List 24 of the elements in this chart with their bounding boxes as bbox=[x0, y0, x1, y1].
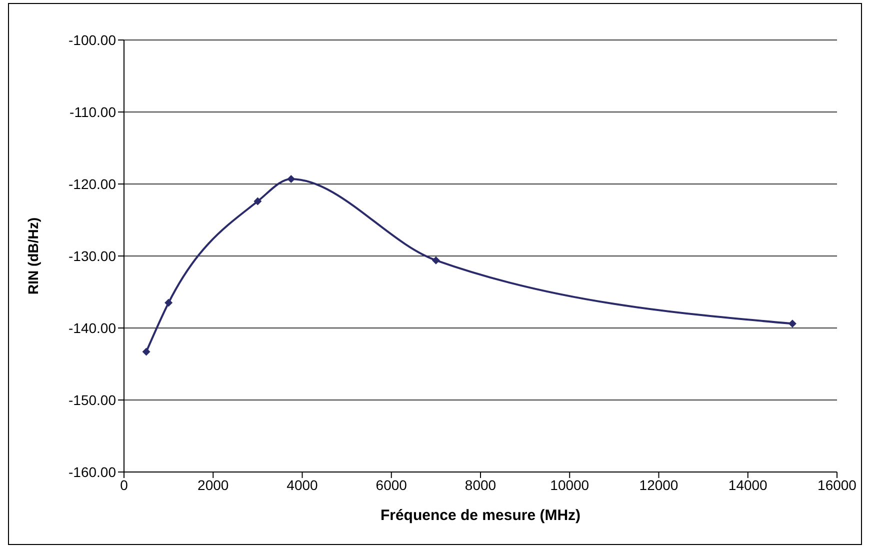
y-tick-label: -140.00 bbox=[68, 320, 116, 336]
y-tick-label: -160.00 bbox=[68, 464, 116, 480]
x-axis-title: Fréquence de mesure (MHz) bbox=[380, 507, 581, 524]
y-tick-label: -130.00 bbox=[68, 248, 116, 264]
x-tick-label: 4000 bbox=[286, 476, 318, 493]
x-tick-label: 16000 bbox=[818, 476, 857, 493]
y-tick-label: -110.00 bbox=[70, 104, 116, 120]
point bbox=[142, 348, 150, 356]
y-axis-title: RIN (dB/Hz) bbox=[24, 218, 41, 294]
point bbox=[432, 256, 440, 264]
x-tick-label: 12000 bbox=[639, 476, 678, 493]
x-tick-label: 10000 bbox=[550, 476, 590, 493]
x-tick-label: 8000 bbox=[464, 476, 496, 493]
point bbox=[164, 298, 173, 307]
x-tick-label: 6000 bbox=[376, 476, 408, 493]
x-tick-label: 0 bbox=[120, 476, 128, 493]
point bbox=[788, 320, 796, 328]
y-tick-label: -120.00 bbox=[68, 176, 116, 192]
x-tick-label: 2000 bbox=[198, 476, 229, 493]
x-tick-label: 14000 bbox=[728, 476, 768, 493]
y-tick-label: -100.00 bbox=[68, 32, 116, 48]
point bbox=[254, 197, 262, 206]
y-tick-label: -150.00 bbox=[68, 392, 116, 408]
point bbox=[287, 174, 296, 183]
